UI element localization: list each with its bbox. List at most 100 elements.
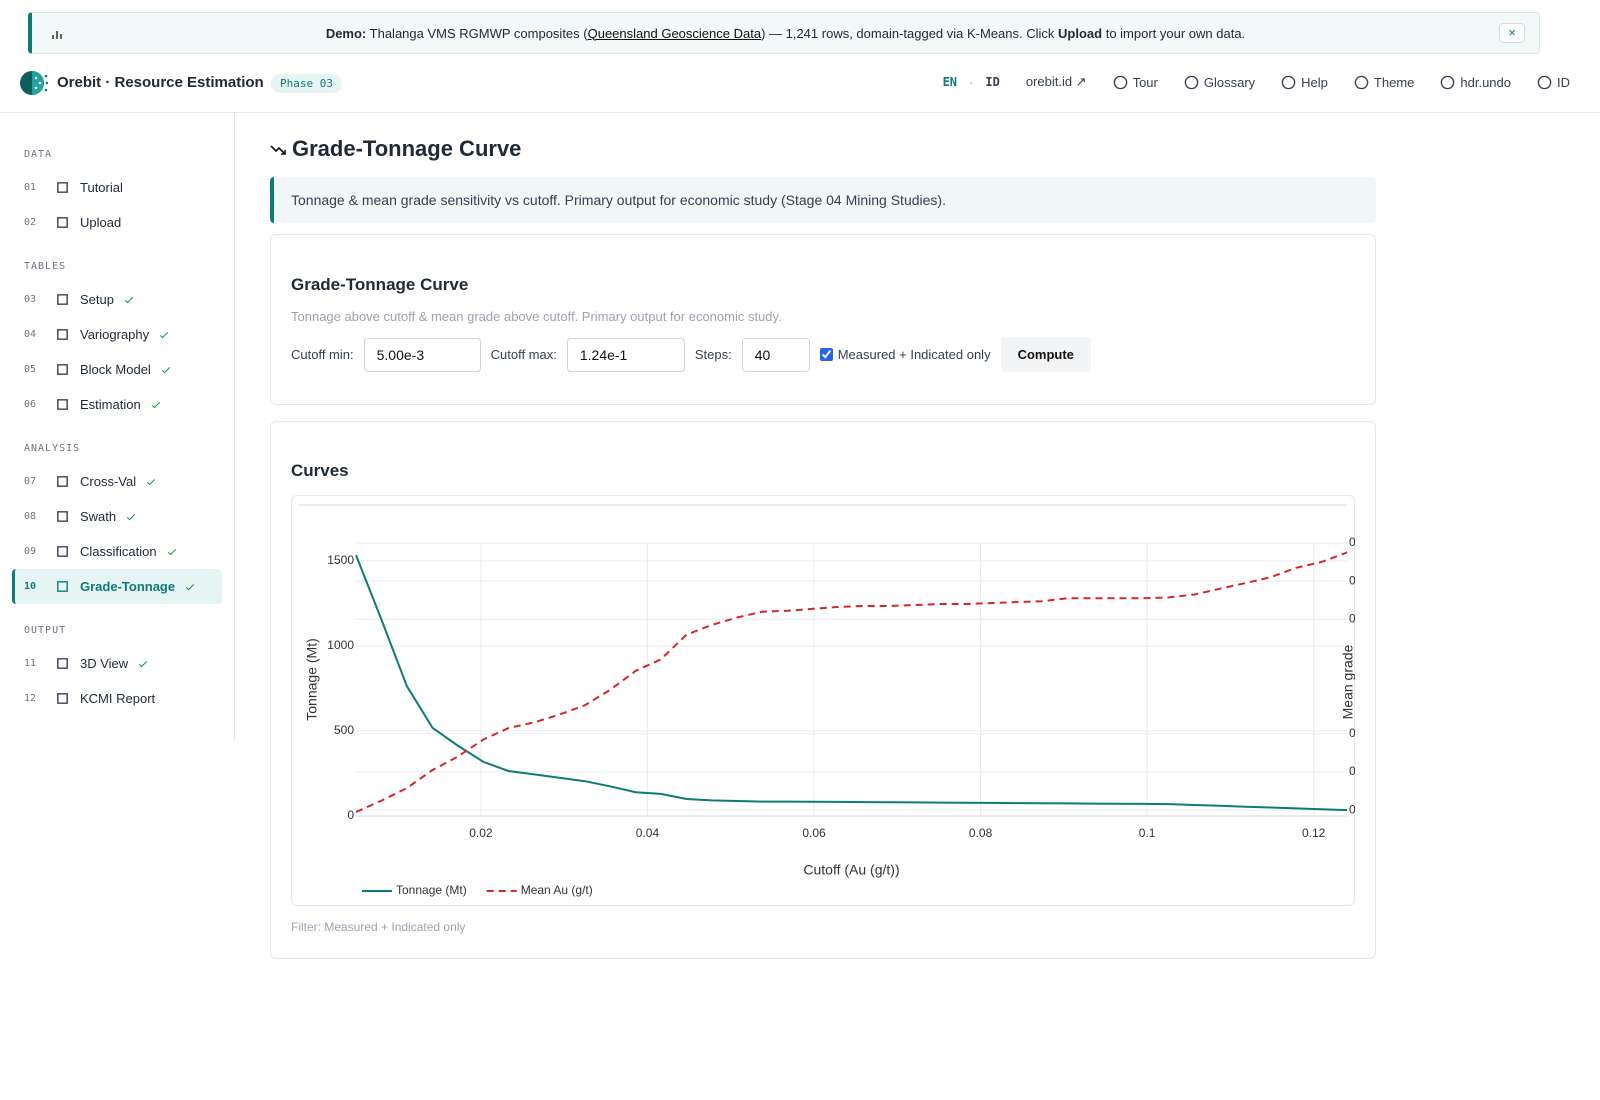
y2-tick-label: 0.0 xyxy=(1349,764,1355,778)
brand[interactable]: Orebit · Resource Estimation xyxy=(57,74,264,91)
nav-icon xyxy=(57,658,68,669)
y2-tick-label: 0.0 xyxy=(1349,726,1355,740)
header-link[interactable]: Glossary xyxy=(1184,75,1255,90)
x-tick-label: 0.12 xyxy=(1302,826,1326,840)
banner-link[interactable]: Queensland Geoscience Data xyxy=(587,25,762,41)
field-input[interactable]: 1.24e-1 xyxy=(566,337,685,372)
parameter-form: Cutoff min: 5.00e-3 Cutoff max: 1.24e-1 Step… xyxy=(291,337,1091,372)
nav-item[interactable]: 08 Swath xyxy=(12,499,222,534)
nav-icon xyxy=(57,511,68,522)
checkbox[interactable] xyxy=(819,348,833,361)
series-line xyxy=(355,554,1348,812)
nav-item[interactable]: 03 Setup xyxy=(12,282,222,317)
header-link-text: Theme xyxy=(1373,74,1415,90)
nav-section: TABLES 03 Setup 04 Variography 05 Block Model 0… xyxy=(12,256,222,422)
phase-badge: Phase 03 xyxy=(271,74,342,93)
chart-card: Curves Filter: Measured + Indicated only xyxy=(270,421,1376,959)
nav-number: 02 xyxy=(24,217,37,228)
y2-tick-label: 0.1 xyxy=(1349,573,1355,587)
nav-item[interactable]: 06 Estimation xyxy=(12,387,222,422)
banner-icon xyxy=(52,31,62,39)
header-nav: EN · ID orebit.id ↗ Tour Glossary Help Theme hd… xyxy=(943,74,1570,90)
lang-en[interactable]: EN xyxy=(942,75,958,89)
nav-icon xyxy=(57,217,68,228)
parameters-card: Grade-Tonnage Curve Tonnage above cutoff… xyxy=(270,234,1376,405)
nav-label: Grade-Tonnage xyxy=(80,579,176,594)
legend-label: Tonnage (Mt) xyxy=(396,883,467,897)
field-input[interactable]: 40 xyxy=(741,337,810,372)
done-check xyxy=(146,478,156,485)
header-link[interactable]: Help xyxy=(1281,75,1328,90)
banner-action[interactable]: Upload xyxy=(1058,25,1103,41)
chart-footer: Filter: Measured + Indicated only xyxy=(291,920,466,934)
nav-icon xyxy=(57,182,68,193)
sidebar: DATA 01 Tutorial 02 Upload TABLES 03 Setup 04 Var… xyxy=(0,113,235,741)
nav-item[interactable]: 01 Tutorial xyxy=(12,170,222,205)
field-input[interactable]: 5.00e-3 xyxy=(363,337,481,372)
nav-section: ANALYSIS 07 Cross-Val 08 Swath 09 Classificati… xyxy=(12,438,222,604)
lang-id[interactable]: ID xyxy=(985,75,1000,89)
chart: 0.02 0.04 0.06 0.08 0.1 0.12 0.0 0.0 0.0 0.1 0.1 0.… xyxy=(299,504,1355,897)
x-axis-title: Cutoff (Au (g/t)) xyxy=(803,862,899,878)
y-tick-label: 1000 xyxy=(327,638,354,652)
x-tick-label: 0.02 xyxy=(469,826,493,840)
nav-item[interactable]: 11 3D View xyxy=(12,646,222,681)
nav-section-title: ANALYSIS xyxy=(24,443,81,454)
y-tick-label: 0 xyxy=(347,808,354,822)
nav-number: 07 xyxy=(24,476,37,487)
nav-item[interactable]: 10 Grade-Tonnage xyxy=(12,569,222,604)
header-link[interactable]: Tour xyxy=(1113,75,1158,90)
field-label: Cutoff max: xyxy=(490,347,557,362)
nav-number: 12 xyxy=(24,693,37,704)
header-link-text: hdr.undo xyxy=(1460,74,1511,90)
nav-item[interactable]: 05 Block Model xyxy=(12,352,222,387)
banner-text: ) — 1,241 rows, domain-tagged via K-Mean… xyxy=(761,25,1059,41)
nav-item[interactable]: 07 Cross-Val xyxy=(12,464,222,499)
nav-icon xyxy=(57,294,68,305)
close-button[interactable]: × xyxy=(1499,23,1525,43)
series-line xyxy=(355,551,1348,813)
page-title-text: Grade-Tonnage Curve xyxy=(292,136,522,161)
header-link[interactable]: ID xyxy=(1537,75,1570,90)
chart-frame xyxy=(291,495,1355,906)
checkbox-wrap: Measured + Indicated only xyxy=(819,347,991,362)
link-icon xyxy=(1537,75,1552,89)
done-check xyxy=(159,331,169,338)
x-tick-label: 0.06 xyxy=(802,826,826,840)
nav-label: Estimation xyxy=(80,397,141,412)
nav-label: 3D View xyxy=(80,656,129,671)
nav-section-title: OUTPUT xyxy=(24,625,67,636)
nav-label: Classification xyxy=(80,544,157,559)
done-check xyxy=(161,366,170,373)
banner-label: Demo: xyxy=(325,25,367,41)
logo xyxy=(20,71,48,95)
nav-section: DATA 01 Tutorial 02 Upload xyxy=(12,144,222,240)
nav-item[interactable]: 12 KCMI Report xyxy=(12,681,222,716)
x-tick-label: 0.04 xyxy=(636,826,660,840)
nav-item[interactable]: 04 Variography xyxy=(12,317,222,352)
nav-number: 05 xyxy=(24,364,37,375)
done-check xyxy=(139,660,148,667)
legend-label: Mean Au (g/t) xyxy=(521,883,593,897)
nav-icon xyxy=(57,693,68,704)
done-check xyxy=(126,513,136,520)
header-link[interactable]: hdr.undo xyxy=(1440,75,1511,90)
nav-icon xyxy=(57,581,68,592)
nav-number: 04 xyxy=(24,329,37,340)
header-link[interactable]: orebit.id ↗ xyxy=(1026,74,1087,90)
field-label: Steps: xyxy=(694,347,732,362)
done-check xyxy=(124,296,134,303)
y-axis-title: Tonnage (Mt) xyxy=(304,638,320,720)
header-link[interactable]: Theme xyxy=(1354,75,1414,90)
nav-number: 08 xyxy=(24,511,37,522)
nav-item[interactable]: 09 Classification xyxy=(12,534,222,569)
nav-number: 09 xyxy=(24,546,37,557)
nav-item[interactable]: 02 Upload xyxy=(12,205,222,240)
info-callout: Tonnage & mean grade sensitivity vs cuto… xyxy=(270,177,1376,223)
link-icon xyxy=(1281,75,1296,89)
card-description: Tonnage above cutoff & mean grade above … xyxy=(291,309,782,324)
nav-icon xyxy=(57,546,68,557)
compute-button[interactable]: Compute xyxy=(1000,337,1091,372)
link-icon xyxy=(1354,75,1369,89)
